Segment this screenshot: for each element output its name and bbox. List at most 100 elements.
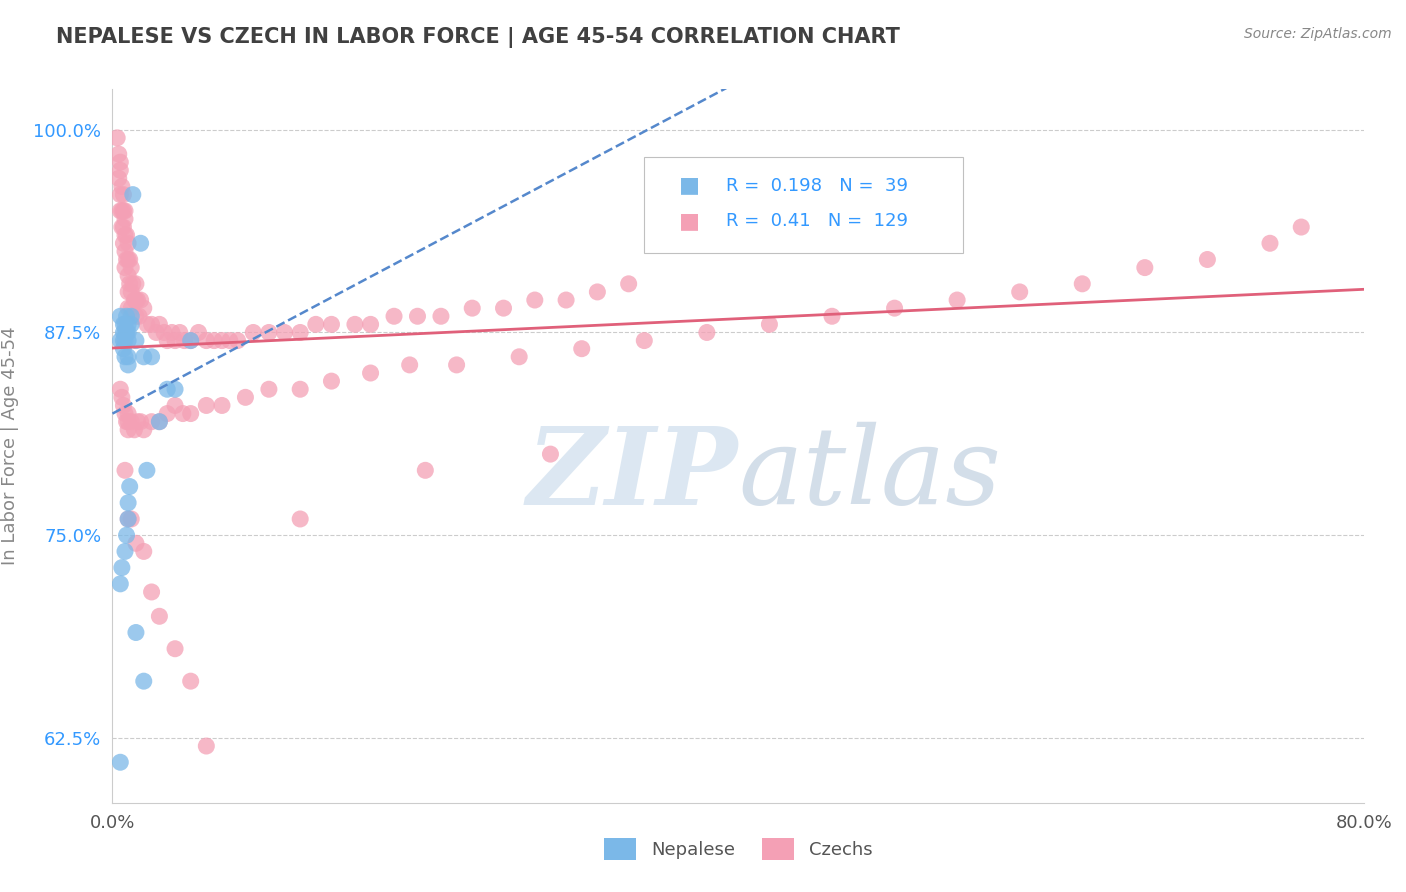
Point [118, 277, 141, 291]
Point [114, 244, 136, 259]
Point [110, 163, 132, 178]
Point [132, 301, 155, 315]
Point [148, 609, 170, 624]
Point [398, 358, 420, 372]
Point [129, 236, 152, 251]
Point [117, 318, 139, 332]
Point [117, 252, 139, 267]
Point [290, 326, 312, 340]
Point [617, 277, 640, 291]
Point [160, 326, 183, 340]
Point [173, 334, 195, 348]
Point [121, 187, 143, 202]
Point [758, 318, 780, 332]
Point [132, 544, 155, 558]
Point [120, 301, 142, 315]
Y-axis label: In Labor Force | Age 45-54: In Labor Force | Age 45-54 [1, 326, 20, 566]
Point [169, 326, 191, 340]
Point [492, 301, 515, 315]
Point [117, 407, 139, 421]
Point [114, 463, 136, 477]
Point [360, 318, 382, 332]
Point [112, 203, 135, 218]
Point [112, 334, 135, 348]
Point [305, 318, 328, 332]
Point [112, 326, 135, 340]
Point [360, 366, 382, 380]
Point [148, 415, 170, 429]
Point [110, 756, 132, 770]
Point [114, 203, 136, 218]
Point [135, 318, 157, 332]
Point [114, 228, 136, 243]
Point [110, 382, 132, 396]
Point [235, 390, 257, 404]
Point [110, 310, 132, 324]
Point [114, 544, 136, 558]
Point [114, 326, 136, 340]
Point [117, 285, 139, 299]
Point [112, 318, 135, 332]
Point [141, 585, 163, 599]
Point [125, 277, 148, 291]
Text: ■: ■ [679, 176, 700, 195]
Text: atlas: atlas [738, 422, 1001, 527]
Point [1197, 252, 1219, 267]
Point [120, 310, 142, 324]
Point [111, 179, 134, 194]
Point [111, 390, 134, 404]
Point [202, 334, 225, 348]
Point [125, 536, 148, 550]
Point [141, 415, 163, 429]
Point [382, 310, 405, 324]
Point [117, 350, 139, 364]
Point [115, 528, 138, 542]
FancyBboxPatch shape [644, 157, 963, 253]
Point [112, 399, 135, 413]
Point [117, 334, 139, 348]
Point [125, 310, 148, 324]
Point [117, 358, 139, 372]
Point [321, 318, 343, 332]
Point [523, 293, 546, 307]
Point [821, 310, 844, 324]
Point [112, 187, 135, 202]
Text: NEPALESE VS CZECH IN LABOR FORCE | AGE 45-54 CORRELATION CHART: NEPALESE VS CZECH IN LABOR FORCE | AGE 4… [56, 27, 900, 48]
Point [132, 350, 155, 364]
Point [110, 334, 132, 348]
Point [1008, 285, 1031, 299]
Point [211, 399, 233, 413]
Point [125, 625, 148, 640]
Point [117, 423, 139, 437]
Point [446, 358, 468, 372]
Point [120, 512, 142, 526]
Point [195, 739, 218, 753]
Point [163, 399, 186, 413]
Point [120, 318, 142, 332]
Point [112, 342, 135, 356]
Point [633, 334, 655, 348]
Point [112, 220, 135, 235]
Point [127, 415, 149, 429]
Text: ZIP: ZIP [527, 422, 738, 527]
Point [124, 293, 146, 307]
Point [110, 155, 132, 169]
Point [195, 399, 218, 413]
Point [290, 512, 312, 526]
Point [180, 334, 202, 348]
Point [571, 342, 593, 356]
Point [1291, 220, 1313, 235]
Point [145, 326, 167, 340]
Point [114, 211, 136, 226]
Point [125, 334, 148, 348]
Point [107, 147, 129, 161]
Point [114, 334, 136, 348]
Point [946, 293, 969, 307]
Point [115, 326, 138, 340]
Point [129, 293, 152, 307]
Point [883, 301, 905, 315]
Text: Source: ZipAtlas.com: Source: ZipAtlas.com [1244, 27, 1392, 41]
Point [128, 310, 150, 324]
Point [120, 285, 142, 299]
Point [120, 415, 142, 429]
